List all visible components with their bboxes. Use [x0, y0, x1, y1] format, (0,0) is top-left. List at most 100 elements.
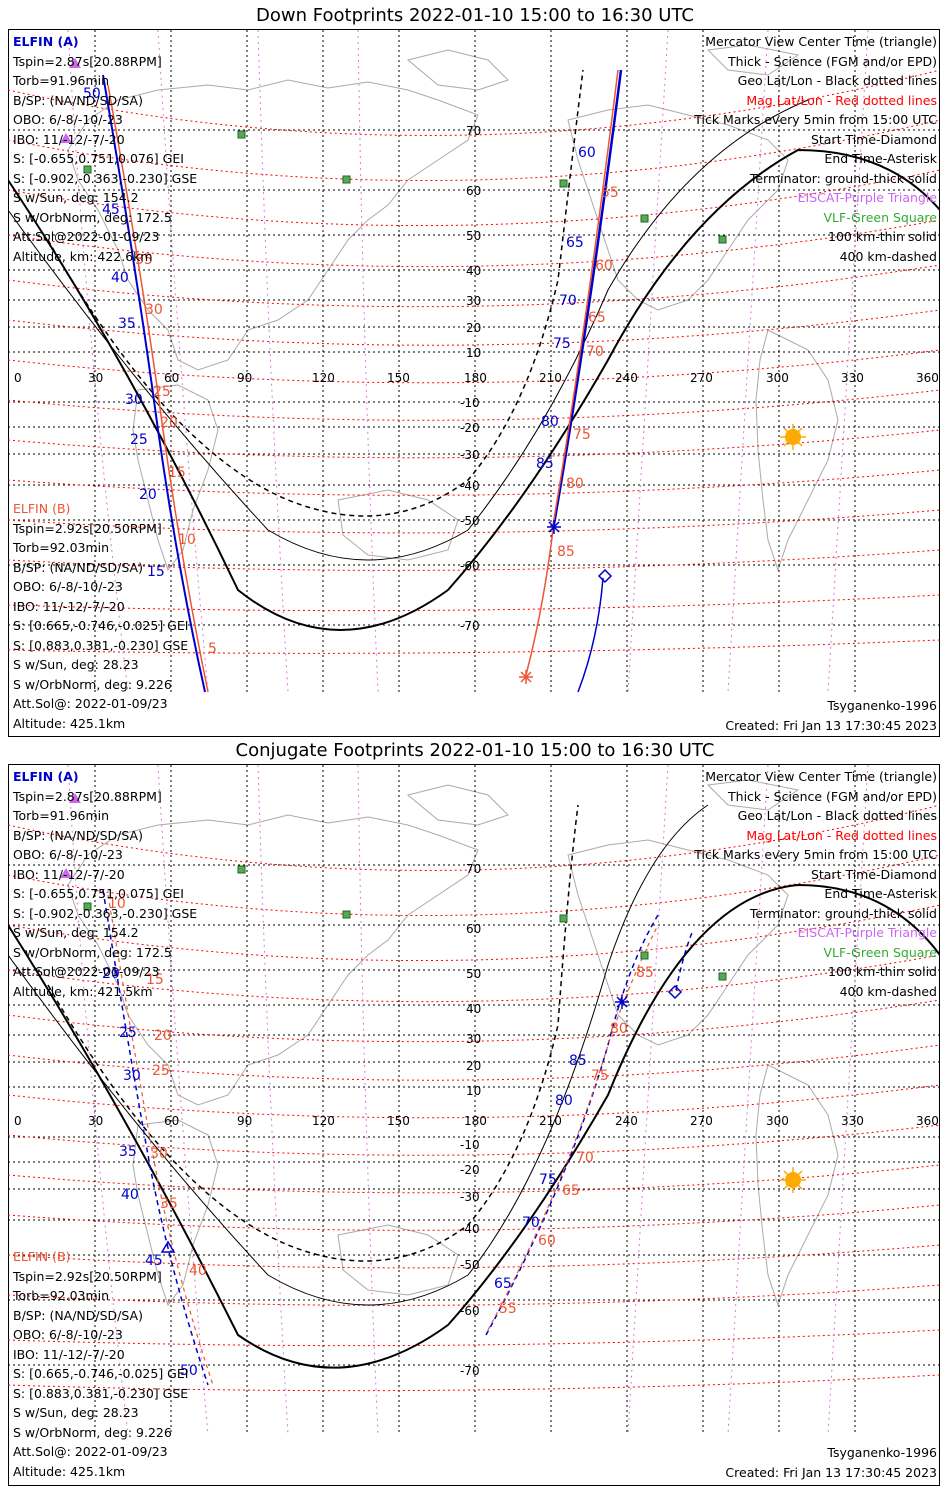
legend-conjugate: Mercator View Center Time (triangle) Thi…	[694, 767, 937, 1001]
track-label-b: 40	[189, 1263, 207, 1279]
track-label-b: 70	[586, 344, 604, 360]
lon-label: 60	[164, 371, 179, 385]
eiscat-triangle	[69, 58, 81, 68]
lat-label: 50	[466, 967, 481, 981]
lon-label: 270	[690, 371, 713, 385]
track-label-a: 45	[102, 202, 120, 218]
track-label-b: 30	[150, 1146, 168, 1162]
info-line: OBO: 6/-8/-10/-23	[13, 1327, 123, 1342]
track-label-a: 65	[566, 235, 584, 251]
info-line: B/SP: (NA/ND/SD/SA)	[13, 827, 143, 843]
track-label-a: 30	[125, 392, 143, 408]
terminator-ground	[8, 883, 940, 1369]
info-line: S w/OrbNorm, deg: 172.5	[13, 209, 172, 225]
track-label-b: 75	[573, 427, 591, 443]
info-line: B/SP: (NA/ND/SD/SA)	[13, 559, 143, 575]
track-label-b: 10	[178, 532, 196, 548]
elfin-a-track-right	[551, 69, 623, 531]
lon-label: 90	[237, 371, 252, 385]
legend-line: Geo Lat/Lon - Black dotted lines	[737, 808, 937, 823]
terminator-400km	[47, 804, 579, 1262]
lat-label: -40	[460, 1222, 480, 1236]
info-line: S w/OrbNorm, deg: 172.5	[13, 944, 172, 960]
mag-lon-grid	[67, 30, 869, 693]
info-line: B/SP: (NA/ND/SD/SA)	[13, 1307, 143, 1323]
track-label-a: 40	[121, 1187, 139, 1203]
track-label-b: 65	[562, 1183, 580, 1199]
legend-line: End Time-Asterisk	[824, 151, 937, 166]
track-label-a: 85	[536, 456, 554, 472]
info-line: Torb=91.96min	[13, 808, 110, 823]
info-line: S: [0.883,0.381,-0.230] GSE	[13, 637, 189, 653]
elfin-b-info-conjugate: ELFIN (B) Tspin=2.92s[20.50RPM] Torb=92.…	[13, 1247, 188, 1481]
track-label-b: 10	[108, 896, 126, 912]
eiscat-triangle-2	[60, 133, 72, 143]
elfin-a-conj-tail	[675, 929, 694, 991]
lon-label: 0	[14, 371, 22, 385]
start-time-diamond	[597, 568, 613, 584]
track-label-a: 70	[559, 293, 577, 309]
legend-line: 100 km-thin solid	[828, 229, 937, 244]
created-label: Created: Fri Jan 13 17:30:45 2023	[725, 1464, 937, 1480]
info-line: Att.Sol@2022-01-09/23	[13, 964, 160, 979]
legend-line: Terminator: ground-thick solid	[749, 905, 937, 921]
legend-line: 400 km-dashed	[839, 248, 937, 264]
lat-label: 30	[466, 1032, 481, 1046]
lat-label: -60	[460, 559, 480, 573]
terminator-100km	[8, 804, 709, 1306]
lon-label: 60	[164, 1114, 179, 1128]
legend-line: Start Time-Diamond	[810, 131, 937, 147]
legend-line: 100 km-thin solid	[828, 964, 937, 979]
vlf-squares	[83, 130, 727, 244]
track-label-a: 30	[123, 1068, 141, 1084]
legend-line: Mercator View Center Time (triangle)	[705, 34, 937, 49]
lon-label: 300	[766, 371, 789, 385]
info-line: S: [0.665,-0.746,-0.025] GEI	[13, 618, 189, 633]
model-label: Tsyganenko-1996	[827, 1445, 937, 1460]
legend-line: Tick Marks every 5min from 15:00 UTC	[694, 847, 937, 862]
legend-line: VLF-Green Square	[823, 944, 937, 960]
lat-label: 70	[466, 862, 481, 876]
mag-lon-grid	[67, 765, 869, 1436]
lon-label: 90	[237, 1114, 252, 1128]
elfin-b-name: ELFIN (B)	[13, 1249, 71, 1264]
end-time-asterisk-b	[519, 670, 533, 684]
info-line: S: [-0.902,-0.363,-0.230] GSE	[13, 170, 198, 186]
info-line: IBO: 11/-12/-7/-20	[13, 1346, 125, 1362]
geo-grid	[8, 30, 940, 692]
info-line: IBO: 11/-12/-7/-20	[13, 598, 125, 614]
info-line: S w/Sun, deg: 28.23	[13, 657, 139, 672]
elfin-b-info-down: ELFIN (B) Tspin=2.92s[20.50RPM] Torb=92.…	[13, 499, 188, 733]
elfin-a-info-down: ELFIN (A) Tspin=2.87s[20.88RPM] Torb=91.…	[13, 32, 197, 266]
track-label-a: 65	[494, 1276, 512, 1292]
lon-label: 360	[916, 1114, 939, 1128]
mag-grid	[8, 69, 940, 654]
info-line: S w/OrbNorm, deg: 9.226	[13, 1424, 172, 1440]
footprint-map-down: 0 30 60 90 120 150 180 210 240 270 300 3…	[8, 30, 940, 693]
sun-icon	[780, 1167, 806, 1193]
created-label: Created: Fri Jan 13 17:30:45 2023	[725, 717, 937, 733]
elfin-a-name: ELFIN (A)	[13, 34, 79, 49]
track-label-b: 20	[160, 415, 178, 431]
elfin-b-name: ELFIN (B)	[13, 501, 71, 516]
track-label-b: 60	[595, 258, 613, 274]
lat-label: 60	[466, 184, 481, 198]
info-line: OBO: 6/-8/-10/-23	[13, 847, 123, 862]
track-label-b: 85	[557, 544, 575, 560]
legend-line: End Time-Asterisk	[824, 886, 937, 901]
lat-label: -10	[460, 1138, 480, 1152]
info-line: S: [-0.655,0.751,0.075] GEI	[13, 886, 184, 901]
track-label-b: 25	[152, 1063, 170, 1079]
legend-line: VLF-Green Square	[823, 209, 937, 225]
lon-label: 180	[464, 371, 487, 385]
eiscat-triangle	[69, 793, 81, 803]
mag-grid	[8, 804, 940, 1392]
lat-label: -60	[460, 1304, 480, 1318]
map-frame-down	[8, 29, 940, 737]
elfin-a-name: ELFIN (A)	[13, 769, 79, 784]
eiscat-triangle-2	[60, 868, 72, 878]
lon-label: 270	[690, 1114, 713, 1128]
legend-line: Thick - Science (FGM and/or EPD)	[728, 788, 937, 804]
legend-line: EISCAT-Purple Triangle	[797, 925, 937, 940]
track-label-a: 75	[539, 1172, 557, 1188]
